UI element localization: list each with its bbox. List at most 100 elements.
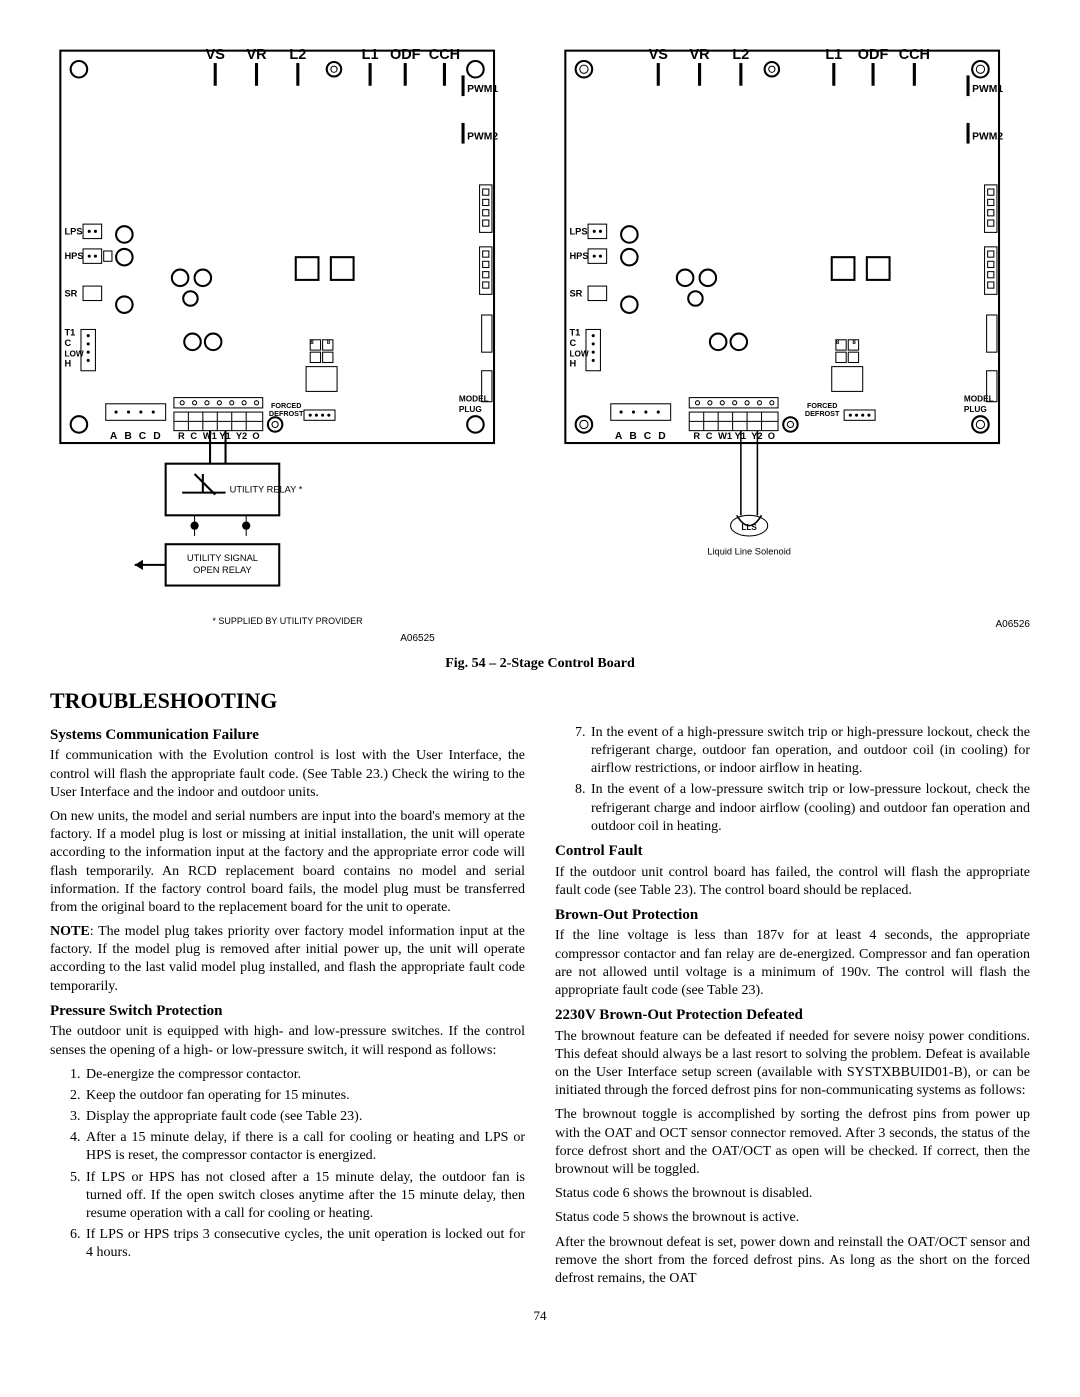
svg-text:T1: T1: [569, 328, 580, 338]
left-column: Systems Communication Failure If communi…: [50, 720, 525, 1294]
svg-text:VS: VS: [649, 47, 669, 63]
svg-text:B: B: [124, 431, 131, 442]
svg-text:C: C: [139, 431, 147, 442]
svg-text:SR: SR: [569, 288, 582, 298]
pressure-list-left: De-energize the compressor contactor. Ke…: [84, 1066, 525, 1263]
list-item: Keep the outdoor fan operating for 15 mi…: [84, 1087, 525, 1105]
figure-right: VS VR L2 L1 ODF CCH PWM1 PWM2 LPS HPS S: [555, 30, 1030, 645]
svg-text:8: 8: [852, 339, 856, 346]
svg-text:A: A: [110, 431, 118, 442]
svg-text:T1: T1: [64, 328, 75, 338]
list-item: In the event of a high-pressure switch t…: [589, 724, 1030, 779]
svg-text:PLUG: PLUG: [459, 405, 482, 414]
svg-text:C: C: [64, 338, 71, 348]
svg-text:CCH: CCH: [899, 47, 930, 63]
sys-comm-heading: Systems Communication Failure: [50, 726, 525, 746]
svg-text:PWM2: PWM2: [467, 131, 498, 142]
svg-text:R: R: [178, 431, 185, 441]
sys-comm-p1: If communication with the Evolution cont…: [50, 747, 525, 802]
svg-text:VR: VR: [690, 47, 711, 63]
list-item: De-energize the compressor contactor.: [84, 1066, 525, 1084]
brownout-p1: If the line voltage is less than 187v fo…: [555, 927, 1030, 1000]
list-item: After a 15 minute delay, if there is a c…: [84, 1129, 525, 1165]
figure-caption: Fig. 54 – 2-Stage Control Board: [50, 655, 1030, 673]
brownout-defeat-heading: 2230V Brown-Out Protection Defeated: [555, 1006, 1030, 1026]
svg-text:W1: W1: [718, 431, 732, 441]
svg-text:L2: L2: [732, 47, 749, 63]
board-right-svg: VS VR L2 L1 ODF CCH PWM1 PWM2 LPS HPS S: [555, 30, 1030, 608]
svg-text:LPS: LPS: [569, 226, 587, 236]
svg-text:A: A: [615, 431, 623, 442]
svg-text:DEFROST: DEFROST: [269, 409, 304, 418]
svg-text:MODEL: MODEL: [964, 395, 994, 404]
svg-text:UTILITY SIGNAL: UTILITY SIGNAL: [187, 553, 258, 563]
svg-text:H: H: [569, 359, 576, 369]
svg-text:O: O: [252, 431, 259, 441]
svg-text:L1: L1: [825, 47, 842, 63]
supplied-note: * SUPPLIED BY UTILITY PROVIDER: [50, 616, 525, 628]
svg-text:C: C: [569, 338, 576, 348]
list-item: In the event of a low-pressure switch tr…: [589, 781, 1030, 836]
svg-text:H: H: [64, 359, 71, 369]
svg-text:ODF: ODF: [390, 47, 421, 63]
svg-text:PWM1: PWM1: [972, 84, 1003, 95]
svg-text:R: R: [693, 431, 700, 441]
svg-text:HPS: HPS: [64, 251, 83, 261]
svg-text:PLUG: PLUG: [964, 405, 987, 414]
svg-text:B: B: [629, 431, 636, 442]
svg-text:8: 8: [836, 339, 840, 346]
svg-text:LLS: LLS: [741, 523, 757, 532]
svg-text:CCH: CCH: [429, 47, 460, 63]
control-fault-p1: If the outdoor unit control board has fa…: [555, 864, 1030, 900]
svg-text:LPS: LPS: [64, 226, 82, 236]
brownout-defeat-p4: Status code 5 shows the brownout is acti…: [555, 1209, 1030, 1227]
svg-text:MODEL: MODEL: [459, 395, 489, 404]
brownout-defeat-p3: Status code 6 shows the brownout is disa…: [555, 1185, 1030, 1203]
pressure-list-right: In the event of a high-pressure switch t…: [589, 724, 1030, 836]
figures-row: VS VR L2 L1 ODF CCH PWM1 PWM2 LPS HPS: [50, 30, 1030, 645]
troubleshooting-title: TROUBLESHOOTING: [50, 687, 1030, 716]
control-fault-heading: Control Fault: [555, 842, 1030, 862]
list-item: Display the appropriate fault code (see …: [84, 1108, 525, 1126]
svg-text:D: D: [153, 431, 161, 442]
svg-text:Liquid Line Solenoid: Liquid Line Solenoid: [707, 547, 791, 557]
svg-text:DEFROST: DEFROST: [805, 409, 840, 418]
list-item: If LPS or HPS trips 3 consecutive cycles…: [84, 1226, 525, 1262]
svg-text:C: C: [190, 431, 197, 441]
page-number: 74: [50, 1308, 1030, 1325]
svg-text:L1: L1: [362, 47, 379, 63]
svg-text:PWM2: PWM2: [972, 131, 1003, 142]
sys-comm-note: NOTE: The model plug takes priority over…: [50, 923, 525, 996]
svg-text:SR: SR: [64, 288, 77, 298]
sys-comm-p2: On new units, the model and serial numbe…: [50, 808, 525, 917]
svg-text:UTILITY RELAY *: UTILITY RELAY *: [230, 485, 303, 495]
svg-text:VS: VS: [206, 47, 226, 63]
svg-text:Y2: Y2: [236, 431, 247, 441]
svg-text:O: O: [768, 431, 775, 441]
svg-text:8: 8: [327, 339, 331, 346]
figure-left: VS VR L2 L1 ODF CCH PWM1 PWM2 LPS HPS: [50, 30, 525, 645]
note-label: NOTE: [50, 924, 90, 939]
svg-text:C: C: [644, 431, 652, 442]
right-column: In the event of a high-pressure switch t…: [555, 720, 1030, 1294]
svg-text:VR: VR: [246, 47, 267, 63]
board-left-svg: VS VR L2 L1 ODF CCH PWM1 PWM2 LPS HPS: [50, 30, 525, 608]
svg-text:C: C: [706, 431, 713, 441]
svg-text:D: D: [658, 431, 666, 442]
note-text: : The model plug takes priority over fac…: [50, 924, 525, 994]
brownout-defeat-p1: The brownout feature can be defeated if …: [555, 1028, 1030, 1101]
brownout-defeat-p5: After the brownout defeat is set, power …: [555, 1234, 1030, 1289]
pressure-intro: The outdoor unit is equipped with high- …: [50, 1023, 525, 1059]
brownout-defeat-p2: The brownout toggle is accomplished by s…: [555, 1106, 1030, 1179]
svg-text:ODF: ODF: [858, 47, 889, 63]
svg-text:OPEN RELAY: OPEN RELAY: [193, 565, 252, 575]
figure-code-left: A06525: [50, 632, 525, 645]
pressure-heading: Pressure Switch Protection: [50, 1002, 525, 1022]
svg-text:L2: L2: [289, 47, 306, 63]
list-item: If LPS or HPS has not closed after a 15 …: [84, 1169, 525, 1224]
figure-code-right: A06526: [555, 618, 1030, 631]
svg-text:HPS: HPS: [569, 251, 588, 261]
text-columns: Systems Communication Failure If communi…: [50, 720, 1030, 1294]
brownout-heading: Brown-Out Protection: [555, 906, 1030, 926]
svg-text:8: 8: [310, 339, 314, 346]
